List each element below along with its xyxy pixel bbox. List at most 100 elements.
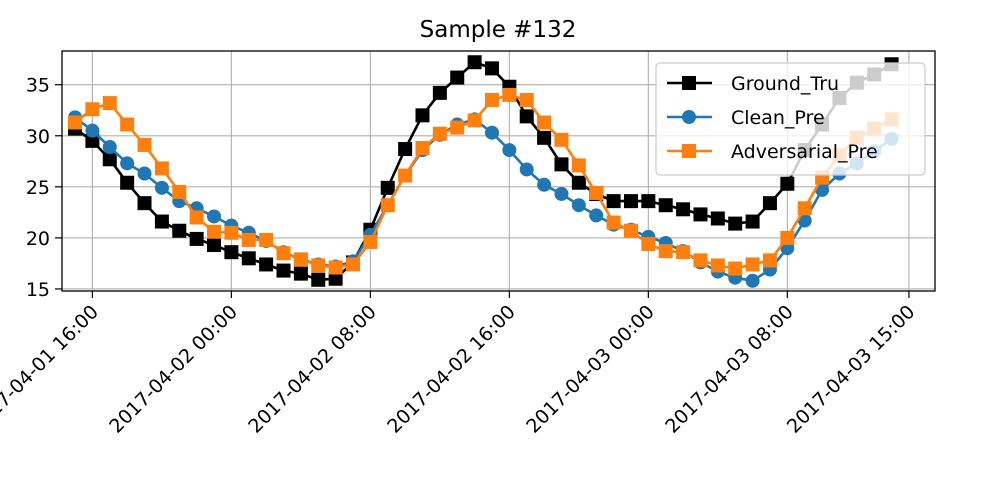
data-point bbox=[120, 175, 135, 190]
data-point bbox=[467, 113, 482, 128]
data-point bbox=[346, 257, 360, 272]
data-point bbox=[728, 216, 743, 231]
x-tick-label: 2017-04-03 00:00 bbox=[522, 301, 659, 438]
data-point bbox=[189, 210, 204, 225]
data-point bbox=[276, 263, 291, 278]
data-point bbox=[762, 196, 777, 211]
data-point bbox=[363, 234, 378, 249]
y-tick-label: 30 bbox=[26, 126, 50, 148]
data-point bbox=[398, 168, 413, 183]
data-point bbox=[676, 202, 691, 217]
x-axis: 2017-04-01 16:00 2017-04-02 00:00 2017-04-… bbox=[0, 291, 919, 438]
data-point bbox=[762, 253, 777, 268]
legend-item: Adversarial_Pre bbox=[667, 141, 878, 163]
data-point bbox=[519, 162, 534, 177]
data-point bbox=[154, 180, 169, 195]
data-point bbox=[432, 126, 447, 141]
chart-title: Sample #132 bbox=[420, 17, 577, 43]
x-tick-label: 2017-04-03 15:00 bbox=[783, 301, 920, 438]
data-point bbox=[693, 207, 708, 222]
data-point bbox=[328, 260, 343, 275]
data-point bbox=[102, 96, 117, 111]
data-point bbox=[537, 177, 552, 192]
x-tick-label: 2017-04-02 00:00 bbox=[105, 301, 242, 438]
data-point bbox=[311, 258, 326, 273]
data-point bbox=[554, 132, 569, 147]
data-point bbox=[641, 194, 656, 209]
data-point bbox=[797, 213, 812, 228]
legend-label: Adversarial_Pre bbox=[731, 141, 878, 163]
data-point bbox=[68, 115, 83, 130]
data-point bbox=[519, 93, 534, 108]
data-point bbox=[450, 120, 465, 135]
data-point bbox=[571, 175, 586, 190]
legend-label: Ground_Tru bbox=[731, 73, 839, 95]
data-point bbox=[745, 273, 760, 288]
data-point bbox=[554, 186, 569, 201]
data-point bbox=[606, 215, 621, 230]
data-point bbox=[328, 271, 343, 286]
data-point bbox=[658, 244, 673, 259]
data-point bbox=[137, 137, 152, 152]
data-point bbox=[259, 257, 274, 272]
data-point bbox=[519, 109, 534, 124]
data-point bbox=[467, 55, 482, 70]
x-tick-label: 2017-04-02 16:00 bbox=[383, 301, 520, 438]
data-point bbox=[189, 231, 204, 246]
x-tick-label: 2017-04-02 08:00 bbox=[244, 301, 381, 438]
data-point bbox=[137, 196, 152, 211]
data-point bbox=[606, 194, 621, 209]
legend-item: Clean_Pre bbox=[667, 107, 825, 129]
y-tick-label: 35 bbox=[26, 75, 50, 97]
data-point bbox=[641, 237, 656, 252]
y-tick-label: 15 bbox=[26, 279, 50, 301]
data-point bbox=[571, 198, 586, 213]
data-point bbox=[710, 258, 725, 273]
data-point bbox=[745, 257, 760, 272]
data-point bbox=[85, 102, 100, 117]
data-point bbox=[484, 93, 499, 108]
data-point bbox=[154, 161, 169, 176]
plot-frame bbox=[61, 50, 936, 292]
data-point bbox=[745, 214, 760, 229]
y-axis: 15 20 25 30 35 bbox=[26, 75, 62, 301]
data-point bbox=[502, 143, 517, 158]
data-point bbox=[207, 224, 222, 239]
data-point bbox=[432, 85, 447, 100]
data-point bbox=[120, 156, 135, 171]
data-point bbox=[207, 238, 222, 253]
data-point bbox=[311, 272, 326, 287]
data-point bbox=[241, 251, 256, 266]
data-point bbox=[380, 198, 395, 213]
data-point bbox=[293, 266, 308, 281]
legend-marker bbox=[682, 76, 696, 90]
legend-box bbox=[655, 62, 926, 176]
data-point bbox=[224, 245, 239, 260]
data-point bbox=[450, 70, 465, 85]
data-point bbox=[172, 223, 187, 238]
legend: Ground_Tru Clean_Pre Adversarial_Pre bbox=[655, 62, 926, 176]
legend-label: Clean_Pre bbox=[731, 107, 825, 129]
data-point bbox=[623, 194, 638, 209]
data-point bbox=[415, 141, 430, 156]
data-point bbox=[537, 115, 552, 130]
data-point bbox=[415, 108, 430, 123]
data-point bbox=[85, 123, 100, 138]
data-point bbox=[154, 214, 169, 229]
data-point bbox=[293, 252, 308, 267]
legend-marker bbox=[682, 110, 696, 124]
data-point bbox=[207, 209, 222, 224]
data-point bbox=[710, 211, 725, 226]
data-point bbox=[676, 245, 691, 260]
data-point bbox=[728, 261, 743, 276]
data-point bbox=[241, 232, 256, 247]
legend-marker bbox=[682, 144, 696, 158]
data-point bbox=[537, 130, 552, 145]
data-point bbox=[589, 185, 604, 200]
data-point bbox=[554, 157, 569, 172]
data-point bbox=[589, 208, 604, 223]
data-point bbox=[102, 152, 117, 167]
data-point bbox=[398, 142, 413, 157]
data-point bbox=[484, 61, 499, 76]
